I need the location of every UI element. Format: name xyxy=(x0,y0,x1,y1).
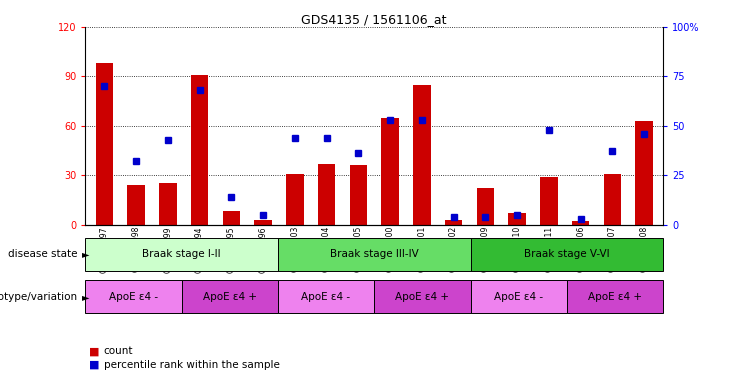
Bar xyxy=(572,221,589,225)
Text: disease state: disease state xyxy=(8,249,78,260)
Bar xyxy=(222,212,240,225)
Text: ApoE ε4 +: ApoE ε4 + xyxy=(588,291,642,302)
Bar xyxy=(445,220,462,225)
Text: Braak stage V-VI: Braak stage V-VI xyxy=(524,249,610,260)
Bar xyxy=(374,280,471,313)
Bar xyxy=(636,121,653,225)
Bar xyxy=(604,174,621,225)
Bar xyxy=(278,280,374,313)
Bar xyxy=(471,238,663,271)
Text: ■: ■ xyxy=(89,360,99,370)
Bar xyxy=(85,238,278,271)
Bar xyxy=(476,189,494,225)
Bar xyxy=(191,74,208,225)
Bar xyxy=(508,213,526,225)
Text: ►: ► xyxy=(82,249,89,260)
Text: Braak stage I-II: Braak stage I-II xyxy=(142,249,221,260)
Text: ■: ■ xyxy=(89,346,99,356)
Bar xyxy=(471,280,567,313)
Bar xyxy=(254,220,272,225)
Bar xyxy=(182,280,278,313)
Bar xyxy=(278,238,471,271)
Bar xyxy=(286,174,304,225)
Text: ApoE ε4 -: ApoE ε4 - xyxy=(109,291,158,302)
Text: ApoE ε4 -: ApoE ε4 - xyxy=(302,291,350,302)
Text: ApoE ε4 -: ApoE ε4 - xyxy=(494,291,543,302)
Title: GDS4135 / 1561106_at: GDS4135 / 1561106_at xyxy=(302,13,447,26)
Text: percentile rank within the sample: percentile rank within the sample xyxy=(104,360,279,370)
Bar xyxy=(96,63,113,225)
Text: Braak stage III-IV: Braak stage III-IV xyxy=(330,249,419,260)
Bar xyxy=(318,164,335,225)
Bar xyxy=(382,118,399,225)
Bar xyxy=(127,185,144,225)
Text: ApoE ε4 +: ApoE ε4 + xyxy=(396,291,449,302)
Bar xyxy=(540,177,557,225)
Bar xyxy=(350,166,367,225)
Bar xyxy=(85,280,182,313)
Bar xyxy=(159,184,176,225)
Bar xyxy=(567,280,663,313)
Text: ►: ► xyxy=(82,291,89,302)
Text: genotype/variation: genotype/variation xyxy=(0,291,78,302)
Text: ApoE ε4 +: ApoE ε4 + xyxy=(203,291,256,302)
Bar xyxy=(413,84,431,225)
Text: count: count xyxy=(104,346,133,356)
